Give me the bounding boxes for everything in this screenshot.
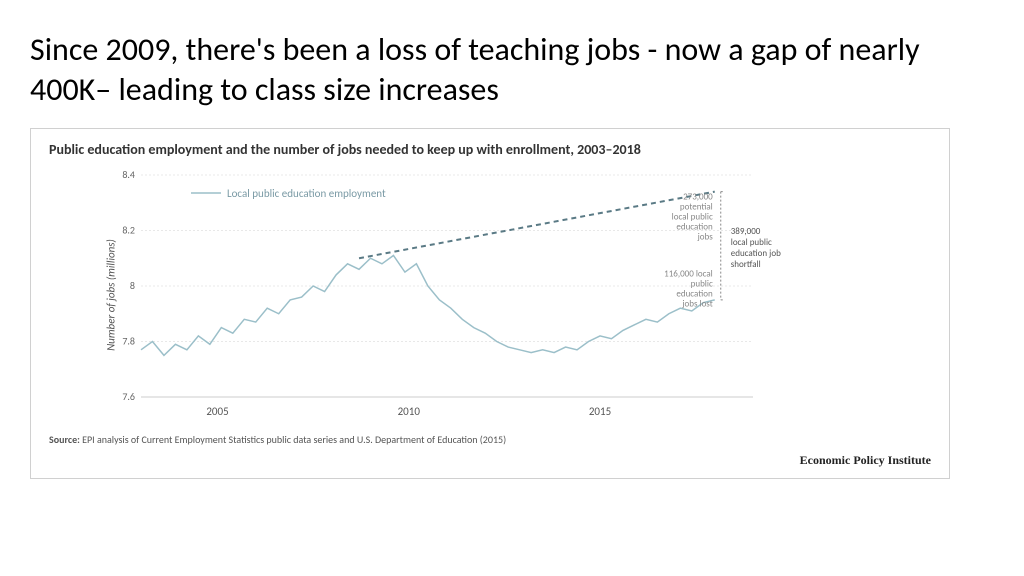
svg-text:7.8: 7.8 xyxy=(122,335,135,348)
svg-text:8.2: 8.2 xyxy=(122,224,135,237)
svg-text:education job: education job xyxy=(731,248,781,259)
svg-text:2010: 2010 xyxy=(398,405,421,418)
source-prefix: Source: xyxy=(49,433,80,446)
svg-text:shortfall: shortfall xyxy=(731,259,761,270)
chart-attribution: Economic Policy Institute xyxy=(49,453,931,468)
source-text: EPI analysis of Current Employment Stati… xyxy=(80,433,506,446)
plot-area: Number of jobs (millions) 7.6 7.8 8 8.2 8.4 2… xyxy=(95,165,931,425)
chart-container: Public education employment and the numb… xyxy=(30,128,950,479)
y-axis-label: Number of jobs (millions) xyxy=(104,239,117,351)
svg-text:jobs lost: jobs lost xyxy=(681,298,712,309)
chart-svg: 7.6 7.8 8 8.2 8.4 2005 2010 2015 Local public ed… xyxy=(95,165,931,425)
svg-text:local public: local public xyxy=(731,237,772,248)
svg-text:2005: 2005 xyxy=(206,405,228,418)
chart-source: Source: EPI analysis of Current Employme… xyxy=(49,433,931,447)
slide-title: Since 2009, there's been a loss of teach… xyxy=(30,30,994,110)
svg-text:8.4: 8.4 xyxy=(122,168,135,181)
svg-text:8: 8 xyxy=(130,279,135,292)
svg-text:jobs: jobs xyxy=(697,232,714,243)
svg-text:7.6: 7.6 xyxy=(122,390,135,403)
chart-title: Public education employment and the numb… xyxy=(49,141,931,159)
svg-text:2015: 2015 xyxy=(589,405,611,418)
svg-text:Local public education employm: Local public education employment xyxy=(227,187,386,200)
svg-text:389,000: 389,000 xyxy=(731,226,761,237)
